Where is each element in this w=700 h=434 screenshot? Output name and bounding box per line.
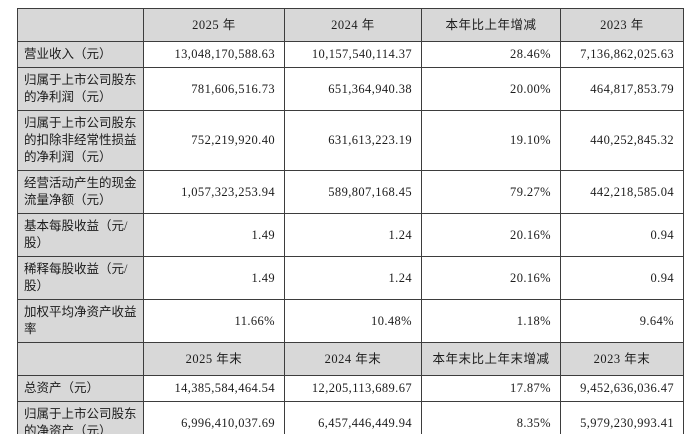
metric-value: 14,385,584,464.54	[143, 375, 285, 402]
financial-indicators-table: 2025 年 2024 年本年比上年增减 2023 年营业收入（元） 13,048,1…	[17, 8, 684, 434]
table-row: 归属于上市公司股东的净资产（元） 6,996,410,037.69 6,457,44…	[17, 401, 684, 434]
metric-value: 9.64%	[560, 299, 684, 343]
column-header: 2024 年	[284, 8, 422, 42]
row-label: 归属于上市公司股东的净资产（元）	[17, 401, 144, 434]
metric-value: 6,457,446,449.94	[284, 401, 422, 434]
metric-value: 20.16%	[421, 256, 561, 300]
metric-value: 28.46%	[421, 41, 561, 68]
table-row: 总资产（元） 14,385,584,464.54 12,205,113,689.67…	[17, 375, 684, 402]
metric-value: 13,048,170,588.63	[143, 41, 285, 68]
table-row: 经营活动产生的现金流量净额（元） 1,057,323,253.94 589,807,…	[17, 170, 684, 214]
metric-value: 631,613,223.19	[284, 110, 422, 171]
table-row: 基本每股收益（元/股） 1.49 1.24 20.16% 0.94	[17, 213, 684, 257]
metric-value: 17.87%	[421, 375, 561, 402]
metric-value: 12,205,113,689.67	[284, 375, 422, 402]
metric-value: 1.24	[284, 213, 422, 257]
column-header: 本年比上年增减	[421, 8, 561, 42]
metric-value: 11.66%	[143, 299, 285, 343]
metric-value: 1.49	[143, 256, 285, 300]
table-body: 2025 年 2024 年本年比上年增减 2023 年营业收入（元） 13,048,1…	[17, 8, 684, 434]
corner-cell	[17, 342, 144, 376]
column-header: 本年末比上年末增减	[421, 342, 561, 376]
row-label: 经营活动产生的现金流量净额（元）	[17, 170, 144, 214]
metric-value: 7,136,862,025.63	[560, 41, 684, 68]
metric-value: 5,979,230,993.41	[560, 401, 684, 434]
header-row: 2025 年 2024 年本年比上年增减 2023 年	[17, 8, 684, 42]
metric-value: 19.10%	[421, 110, 561, 171]
column-header: 2025 年	[143, 8, 285, 42]
metric-value: 1.18%	[421, 299, 561, 343]
table-row: 营业收入（元） 13,048,170,588.63 10,157,540,114.3…	[17, 41, 684, 68]
metric-value: 464,817,853.79	[560, 67, 684, 111]
metric-value: 20.16%	[421, 213, 561, 257]
corner-cell	[17, 8, 144, 42]
table-row: 归属于上市公司股东的净利润（元） 781,606,516.73 651,364,94…	[17, 67, 684, 111]
metric-value: 20.00%	[421, 67, 561, 111]
column-header: 2024 年末	[284, 342, 422, 376]
row-label: 归属于上市公司股东的净利润（元）	[17, 67, 144, 111]
row-label: 基本每股收益（元/股）	[17, 213, 144, 257]
metric-value: 0.94	[560, 213, 684, 257]
header-row: 2025 年末 2024 年末 本年末比上年末增减 2023 年末	[17, 342, 684, 376]
metric-value: 752,219,920.40	[143, 110, 285, 171]
metric-value: 1.24	[284, 256, 422, 300]
metric-value: 10.48%	[284, 299, 422, 343]
metric-value: 10,157,540,114.37	[284, 41, 422, 68]
metric-value: 9,452,636,036.47	[560, 375, 684, 402]
table-row: 加权平均净资产收益率 11.66% 10.48% 1.18% 9.64%	[17, 299, 684, 343]
metric-value: 1,057,323,253.94	[143, 170, 285, 214]
metric-value: 1.49	[143, 213, 285, 257]
metric-value: 440,252,845.32	[560, 110, 684, 171]
metric-value: 0.94	[560, 256, 684, 300]
row-label: 总资产（元）	[17, 375, 144, 402]
metric-value: 781,606,516.73	[143, 67, 285, 111]
metric-value: 651,364,940.38	[284, 67, 422, 111]
metric-value: 442,218,585.04	[560, 170, 684, 214]
row-label: 归属于上市公司股东的扣除非经常性损益的净利润（元）	[17, 110, 144, 171]
column-header: 2023 年末	[560, 342, 684, 376]
table-row: 稀释每股收益（元/股） 1.49 1.24 20.16% 0.94	[17, 256, 684, 300]
metric-value: 6,996,410,037.69	[143, 401, 285, 434]
row-label: 加权平均净资产收益率	[17, 299, 144, 343]
metric-value: 79.27%	[421, 170, 561, 214]
metric-value: 8.35%	[421, 401, 561, 434]
row-label: 稀释每股收益（元/股）	[17, 256, 144, 300]
row-label: 营业收入（元）	[17, 41, 144, 68]
column-header: 2023 年	[560, 8, 684, 42]
table-row: 归属于上市公司股东的扣除非经常性损益的净利润（元） 752,219,920.40 6…	[17, 110, 684, 171]
column-header: 2025 年末	[143, 342, 285, 376]
metric-value: 589,807,168.45	[284, 170, 422, 214]
